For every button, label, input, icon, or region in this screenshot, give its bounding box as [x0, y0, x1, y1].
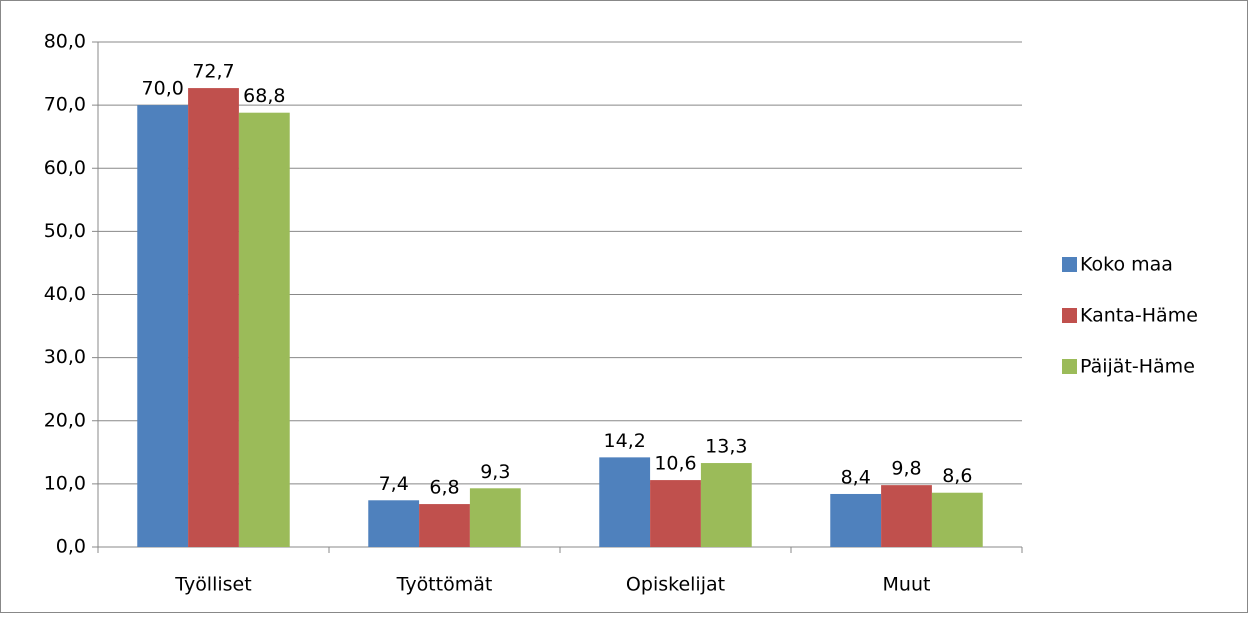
- data-label: 72,7: [192, 61, 234, 83]
- data-label: 9,8: [891, 458, 921, 480]
- y-tick-label: 70,0: [44, 94, 86, 116]
- legend-label: Koko maa: [1080, 254, 1173, 276]
- data-label: 68,8: [243, 85, 285, 107]
- y-tick-label: 30,0: [44, 346, 86, 368]
- bar: [419, 504, 470, 547]
- legend-label: Päijät-Häme: [1080, 356, 1195, 378]
- data-label: 10,6: [654, 453, 696, 475]
- y-tick-label: 60,0: [44, 157, 86, 179]
- bar: [830, 493, 882, 547]
- y-tick-label: 20,0: [44, 409, 86, 431]
- bar: [137, 105, 189, 547]
- legend-swatch: [1062, 308, 1077, 323]
- bar: [700, 463, 752, 547]
- data-label: 9,3: [480, 461, 510, 483]
- bar: [469, 488, 521, 547]
- bar: [881, 485, 932, 547]
- y-tick-label: 10,0: [44, 472, 86, 494]
- bar: [931, 492, 983, 547]
- x-tick-label: Opiskelijat: [626, 574, 725, 596]
- x-tick-label: Työttömät: [396, 574, 493, 596]
- data-label: 6,8: [429, 477, 459, 499]
- y-tick-label: 50,0: [44, 220, 86, 242]
- data-label: 13,3: [705, 436, 747, 458]
- y-tick-label: 80,0: [44, 31, 86, 53]
- legend-label: Kanta-Häme: [1080, 305, 1198, 327]
- bar: [238, 112, 290, 547]
- data-label: 8,4: [841, 466, 871, 488]
- bar: [650, 480, 701, 547]
- x-tick-label: Muut: [883, 574, 931, 596]
- legend-swatch: [1062, 359, 1077, 374]
- y-tick-label: 0,0: [56, 536, 86, 558]
- bar: [599, 457, 651, 547]
- data-label: 8,6: [942, 465, 972, 487]
- x-tick-label: Työlliset: [174, 574, 251, 596]
- legend-swatch: [1062, 257, 1077, 272]
- bar: [368, 500, 420, 547]
- data-label: 70,0: [142, 78, 184, 100]
- data-label: 14,2: [604, 430, 646, 452]
- data-label: 7,4: [379, 473, 409, 495]
- bar: [188, 88, 239, 548]
- y-tick-label: 40,0: [44, 283, 86, 305]
